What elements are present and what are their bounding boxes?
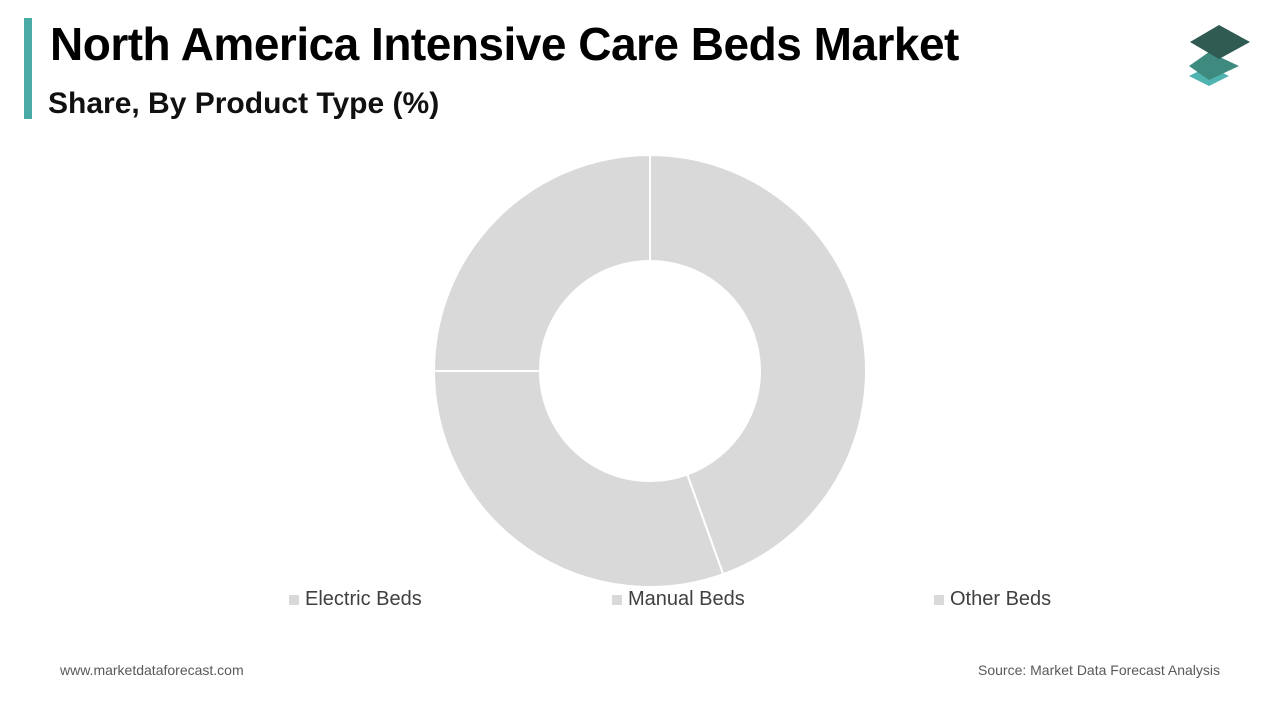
legend-swatch-manual-beds (612, 594, 622, 605)
donut-slice-other-beds (432, 153, 651, 372)
legend-item-other-beds: Other Beds (934, 588, 1051, 611)
legend-item-electric-beds: Electric Beds (289, 588, 422, 611)
donut-chart (432, 153, 867, 588)
page-subtitle: Share, By Product Type (%) (48, 87, 440, 120)
stacked-layers-logo-icon (1189, 25, 1250, 86)
legend-item-manual-beds: Manual Beds (612, 588, 745, 611)
donut-slice-electric-beds (649, 153, 867, 576)
legend-label-other-beds: Other Beds (950, 588, 1052, 610)
legend-swatch-electric-beds (289, 594, 299, 605)
chart-legend: Electric Beds Manual Beds Other Beds (0, 588, 1280, 616)
logo-layer-top (1190, 25, 1250, 59)
legend-label-electric-beds: Electric Beds (305, 588, 422, 610)
donut-slice-manual-beds (432, 370, 725, 588)
title-accent-bar (24, 18, 32, 119)
footer-source: Source: Market Data Forecast Analysis (978, 662, 1220, 678)
legend-swatch-other-beds (934, 594, 944, 605)
logo-layer-middle (1189, 52, 1239, 80)
legend-label-manual-beds: Manual Beds (628, 588, 745, 610)
footer-website: www.marketdataforecast.com (60, 662, 244, 678)
page-title: North America Intensive Care Beds Market (50, 18, 959, 70)
